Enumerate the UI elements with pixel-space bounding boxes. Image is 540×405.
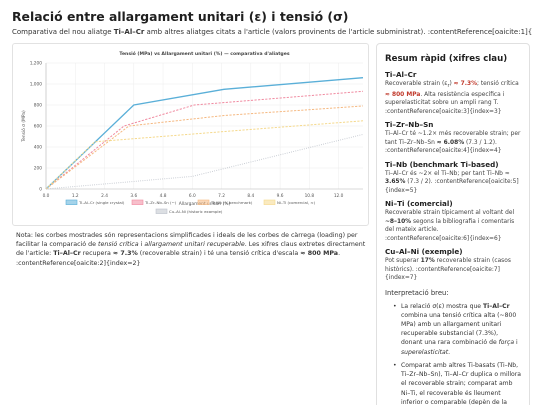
alloy-name: Ti–Nb (benchmark Ti-based) [385,159,499,169]
legend-label: Ti–Al–Cr (single crystal) [78,200,125,205]
series-line [45,133,364,190]
series-line [45,90,364,190]
page-title: Relació entre allargament unitari (ε) i … [12,9,349,24]
x-tick-label: 9.6 [277,193,284,199]
legend-swatch [65,199,78,205]
x-tick-label: 3.6 [130,193,137,199]
alloy-description: Recoverable strain (εr) ≈ 7.3%; tensió c… [385,81,519,115]
legend-swatch [263,199,276,205]
summary-title: Resum ràpid (xifres clau) [385,54,508,64]
series-line [45,77,364,190]
y-axis-label: Tensió σ (MPa) [20,110,27,143]
x-tick-label: 10.8 [305,193,315,199]
alloy-name: Ti–Al–Cr [385,70,417,79]
legend-label: Ti–Nb (≈ benchmark) [210,200,253,205]
chart-card: Tensió (MPa) vs Allargament unitari (%) … [12,43,369,226]
x-tick-label: 2.4 [101,193,108,199]
legend-swatch [155,208,168,214]
interpretation-item: La relació σ(ε) mostra que Ti–Al–Cr comb… [393,302,521,357]
y-tick-label: 1,200 [30,61,43,67]
x-tick-label: 6.0 [189,193,196,199]
x-tick-label: 7.2 [218,193,225,199]
alloy-summary-ti-zr-nb-sn: Ti–Zr–Nb–Sn Ti–Al–Cr té ~1.2× més recove… [385,120,521,156]
alloy-summary-ni-ti: Ni–Ti (comercial) Recoverable strain típ… [385,199,521,243]
alloy-summary-ti-al-cr: Ti–Al–Cr Recoverable strain (εr) ≈ 7.3%;… [385,70,521,116]
series-line [45,120,364,190]
y-tick-label: 200 [34,166,42,172]
legend-label: Cu–Al–Ni (historic example) [169,209,223,214]
interpretation-item: Comparat amb altres Ti-basats (Ti–Nb, Ti… [393,361,521,405]
y-tick-label: 0 [39,187,42,193]
y-tick-label: 600 [34,124,42,130]
alloy-description: Recoverable strain típicament al voltant… [385,210,515,242]
legend-swatch [131,199,144,205]
x-tick-label: 0.0 [43,193,50,199]
x-tick-label: 12.0 [334,193,344,199]
summary-panel: Resum ràpid (xifres clau) Ti–Al–Cr Recov… [376,43,530,405]
legend-swatch [197,199,210,205]
series-line [45,105,364,190]
alloy-name: Cu–Al–Ni (exemple) [385,247,463,257]
y-tick-label: 800 [34,103,42,109]
chart-title: Tensió (MPa) vs Allargament unitari (%) … [119,50,289,57]
x-tick-label: 4.8 [160,193,167,199]
y-tick-label: 400 [34,145,42,151]
x-tick-label: 1.2 [72,193,79,199]
alloy-description: Ti–Al–Cr és ~2× el Ti–Nb; per tant Ti–Nb… [385,170,519,194]
legend-label: Ti–Zr–Nb–Sn (∼) [144,200,177,205]
page-subtitle: Comparativa del nou aliatge Ti–Al–Cr amb… [12,28,532,36]
legend-label: Ni–Ti (comercial, ≈) [277,200,316,205]
alloy-name: Ti–Zr–Nb–Sn [385,120,434,130]
x-tick-label: 8.4 [247,193,254,199]
interpretation-title: Interpretació breu: [385,288,449,297]
stress-strain-chart: Tensió (MPa) vs Allargament unitari (%) … [20,50,364,214]
y-tick-label: 1,000 [30,82,43,88]
alloy-summary-ti-nb: Ti–Nb (benchmark Ti-based) Ti–Al–Cr és ~… [385,160,521,196]
interpretation-list: La relació σ(ε) mostra que Ti–Al–Cr comb… [385,302,521,405]
alloy-description: Pot superar 17% recoverable strain (caso… [385,258,511,282]
alloy-name: Ni–Ti (comercial) [385,199,453,209]
chart-note: Nota: les corbes mostrades són represent… [16,232,366,267]
alloy-description: Ti–Al–Cr té ~1.2× més recoverable strain… [385,131,521,155]
alloy-summary-cu-al-ni: Cu–Al–Ni (exemple) Pot superar 17% recov… [385,247,521,283]
